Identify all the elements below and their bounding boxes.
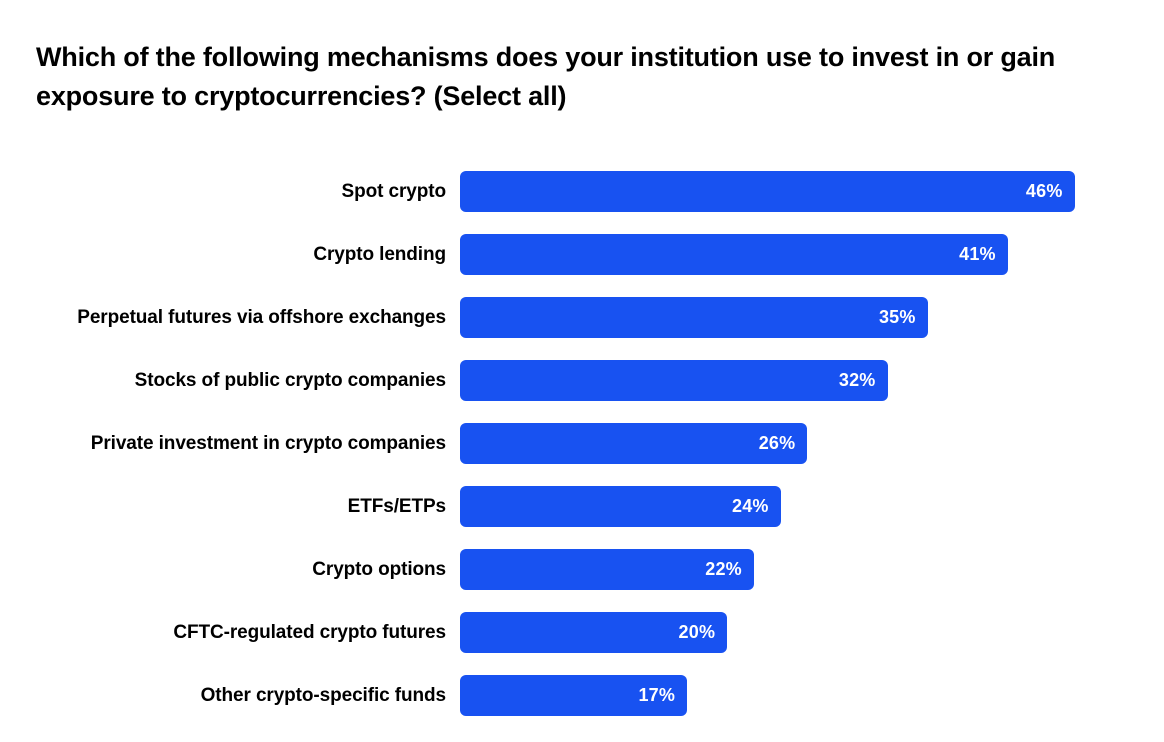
bar-value: 17% [638, 685, 675, 706]
bar: 24% [460, 486, 781, 527]
bar-value: 26% [759, 433, 796, 454]
category-label: CFTC-regulated crypto futures [36, 622, 446, 644]
bar-row: CFTC-regulated crypto futures 20% [36, 611, 1128, 654]
bar-track: 24% [460, 486, 1128, 527]
bar-track: 35% [460, 297, 1128, 338]
bar-row: Other crypto-specific funds 17% [36, 674, 1128, 717]
category-label: Crypto options [36, 559, 446, 581]
bar-value: 46% [1026, 181, 1063, 202]
bar: 41% [460, 234, 1008, 275]
bar: 35% [460, 297, 928, 338]
chart-title: Which of the following mechanisms does y… [36, 38, 1096, 116]
horizontal-bar-chart: Spot crypto 46% Crypto lending 41% Perpe… [36, 170, 1128, 717]
bar: 20% [460, 612, 727, 653]
category-label: Spot crypto [36, 181, 446, 203]
bar: 32% [460, 360, 888, 401]
bar-row: Crypto lending 41% [36, 233, 1128, 276]
bar-row: Private investment in crypto companies 2… [36, 422, 1128, 465]
bar-value: 20% [679, 622, 716, 643]
bar-track: 32% [460, 360, 1128, 401]
bar-value: 41% [959, 244, 996, 265]
bar-value: 24% [732, 496, 769, 517]
bar-value: 35% [879, 307, 916, 328]
bar-track: 22% [460, 549, 1128, 590]
bar-track: 17% [460, 675, 1128, 716]
bar-row: Stocks of public crypto companies 32% [36, 359, 1128, 402]
bar: 26% [460, 423, 807, 464]
category-label: Private investment in crypto companies [36, 433, 446, 455]
bar-value: 22% [705, 559, 742, 580]
category-label: Stocks of public crypto companies [36, 370, 446, 392]
bar: 17% [460, 675, 687, 716]
category-label: Perpetual futures via offshore exchanges [36, 307, 446, 329]
bar-track: 41% [460, 234, 1128, 275]
bar-track: 46% [460, 171, 1128, 212]
category-label: Crypto lending [36, 244, 446, 266]
bar-row: Crypto options 22% [36, 548, 1128, 591]
bar-row: ETFs/ETPs 24% [36, 485, 1128, 528]
bar: 22% [460, 549, 754, 590]
bar: 46% [460, 171, 1075, 212]
bar-track: 26% [460, 423, 1128, 464]
bar-row: Spot crypto 46% [36, 170, 1128, 213]
bar-track: 20% [460, 612, 1128, 653]
bar-row: Perpetual futures via offshore exchanges… [36, 296, 1128, 339]
category-label: Other crypto-specific funds [36, 685, 446, 707]
bar-value: 32% [839, 370, 876, 391]
category-label: ETFs/ETPs [36, 496, 446, 518]
